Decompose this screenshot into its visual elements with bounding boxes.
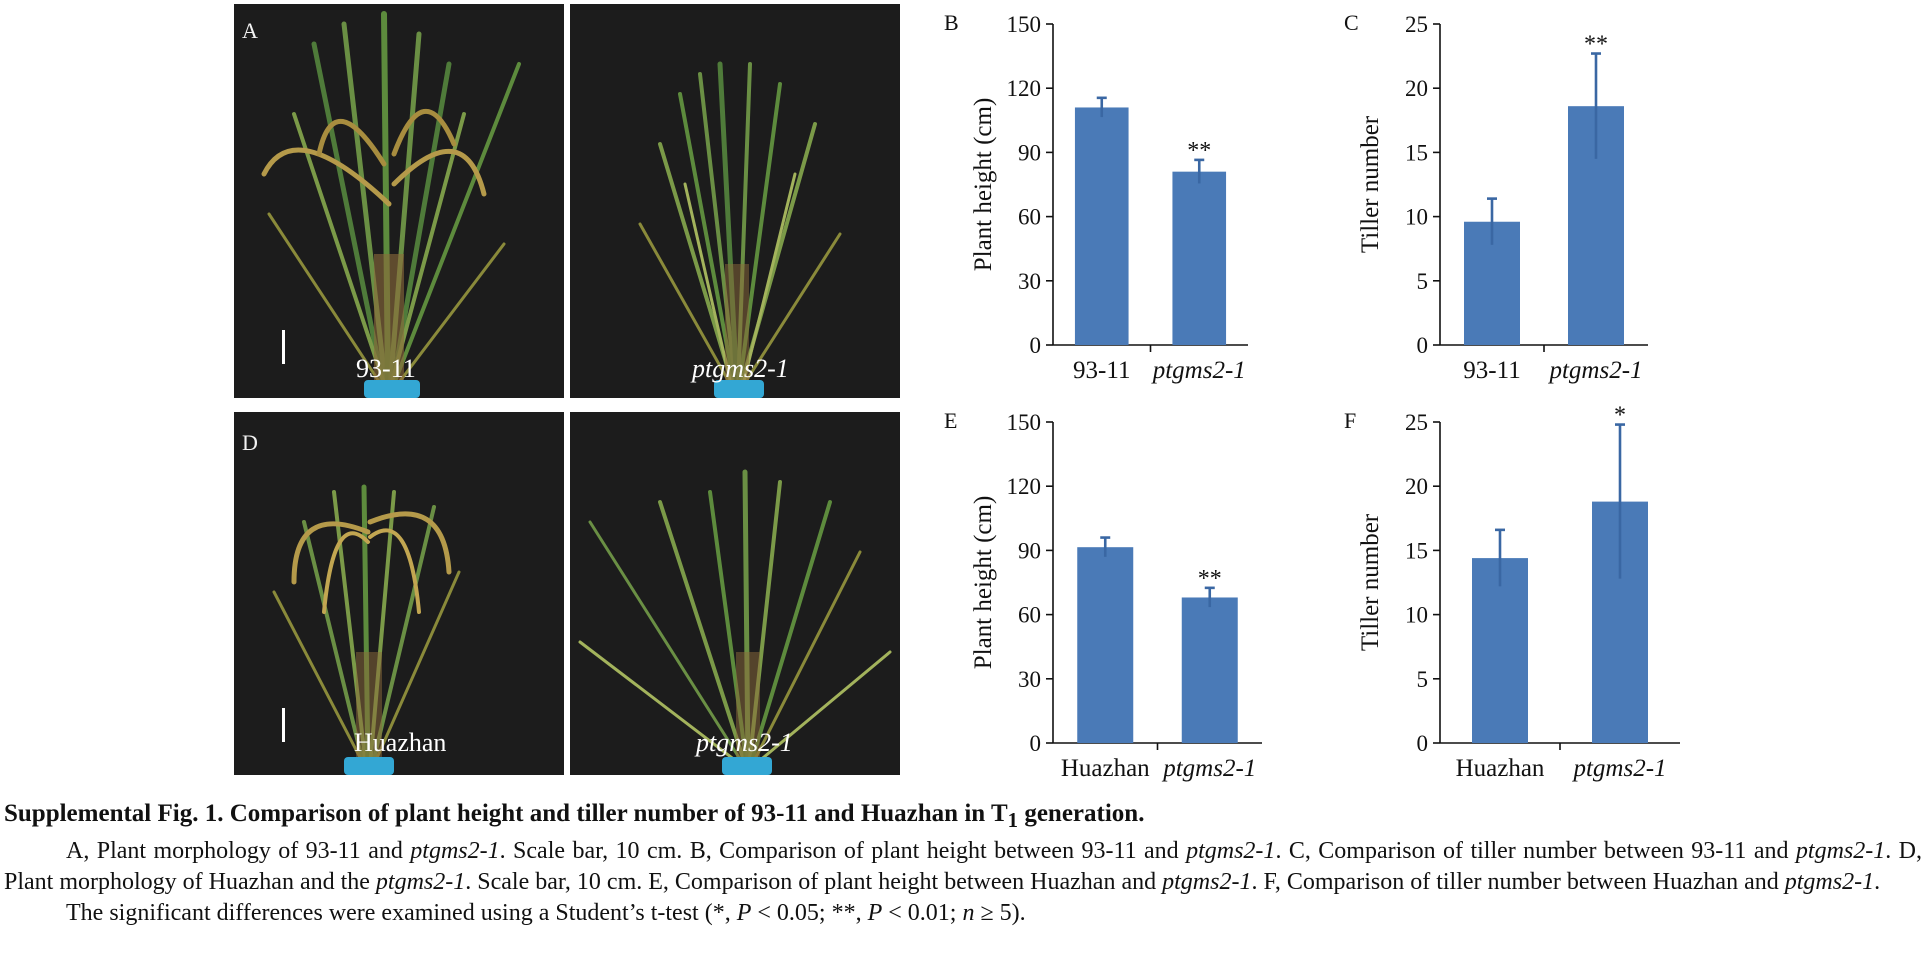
plant-label-huazhan: Huazhan bbox=[354, 728, 447, 757]
y-axis-title: Tiller number bbox=[1357, 115, 1384, 253]
photo-huazhan: D Huazhan bbox=[234, 412, 564, 775]
caption-text-segment: A, Plant morphology of 93-11 and bbox=[66, 838, 411, 864]
panel-label-d: D bbox=[242, 430, 258, 455]
caption-text-segment: P bbox=[736, 900, 752, 926]
significance-marker: ** bbox=[1187, 138, 1211, 164]
y-tick-label: 90 bbox=[1018, 140, 1041, 165]
y-tick-label: 150 bbox=[1007, 12, 1042, 37]
plant-illustration bbox=[272, 484, 461, 775]
y-tick-label: 120 bbox=[1007, 474, 1042, 499]
x-tick-label: ptgms2-1 bbox=[1547, 357, 1642, 384]
plant-label-ptgms2-1: ptgms2-1 bbox=[696, 728, 793, 757]
y-tick-label: 60 bbox=[1018, 603, 1041, 628]
caption-text-segment: ptgms2-1 bbox=[1186, 838, 1276, 864]
caption-text-segment: . bbox=[1874, 869, 1881, 895]
y-tick-label: 5 bbox=[1417, 667, 1429, 692]
y-axis-title: Tiller number bbox=[1357, 513, 1384, 651]
photo-ptgms2-1-a: ptgms2-1 bbox=[570, 4, 900, 398]
y-tick-label: 0 bbox=[1417, 731, 1429, 756]
y-tick-label: 120 bbox=[1007, 76, 1042, 101]
panel-label: F bbox=[1344, 408, 1356, 433]
x-tick-label: ptgms2-1 bbox=[1161, 755, 1256, 782]
chart-c: C 0 5 10 15 20 25 Tiller number 93-11 ** ptgms2-1 bbox=[1344, 10, 1648, 384]
plant-label-ptgms2-1: ptgms2-1 bbox=[692, 354, 789, 383]
caption-text-segment: . Scale bar, 10 cm. B, Comparison of pla… bbox=[499, 838, 1187, 864]
y-axis-title: Plant height (cm) bbox=[970, 98, 997, 272]
y-tick-label: 20 bbox=[1405, 474, 1428, 499]
plant-illustration bbox=[578, 469, 892, 775]
x-tick-label: Huazhan bbox=[1061, 755, 1150, 782]
scale-bar bbox=[282, 330, 285, 364]
bar-ptgms2-1 bbox=[1181, 597, 1238, 743]
chart-e: E 0 30 60 90 120 150 Plant height (cm) Huazhan **… bbox=[944, 408, 1262, 782]
plant-illustration bbox=[638, 61, 842, 398]
y-tick-label: 60 bbox=[1018, 205, 1041, 230]
caption-text-segment: . C, Comparison of tiller number between… bbox=[1275, 838, 1796, 864]
chart-f: F 0 5 10 15 20 25 Tiller number Huazhan * ptgms2-1 bbox=[1344, 403, 1680, 782]
x-tick-label: ptgms2-1 bbox=[1571, 755, 1666, 782]
x-tick-label: Huazhan bbox=[1456, 755, 1545, 782]
caption-text-segment: ptgms2-1 bbox=[1795, 838, 1886, 864]
caption-text-segment: < 0.05; **, bbox=[751, 900, 868, 926]
y-tick-label: 150 bbox=[1007, 410, 1042, 435]
caption-text-segment: P bbox=[867, 900, 883, 926]
caption-text-segment: ptgms2-1 bbox=[410, 838, 500, 864]
x-tick-label: 93-11 bbox=[1463, 357, 1520, 384]
bar-Huazhan bbox=[1472, 558, 1528, 743]
caption-text-segment: ≥ 5). bbox=[974, 900, 1026, 926]
caption-text-segment: ptgms2-1 bbox=[1784, 869, 1875, 895]
panel-label: C bbox=[1344, 10, 1359, 35]
y-tick-label: 0 bbox=[1030, 731, 1042, 756]
panel-label: B bbox=[944, 10, 959, 35]
chart-b: B 0 30 60 90 120 150 Plant height (cm) 93-11 ** pt… bbox=[944, 10, 1248, 384]
caption-paragraph-1: A, Plant morphology of 93-11 and ptgms2-… bbox=[4, 836, 1922, 898]
panel-label-a: A bbox=[242, 18, 258, 43]
plant-label-93-11: 93-11 bbox=[356, 354, 416, 383]
significance-marker: * bbox=[1614, 403, 1626, 429]
panel-label: E bbox=[944, 408, 957, 433]
caption-text-segment: . F, Comparison of tiller number between… bbox=[1251, 869, 1785, 895]
caption-text-segment: . Scale bar, 10 cm. E, Comparison of pla… bbox=[465, 869, 1163, 895]
y-tick-label: 10 bbox=[1405, 205, 1428, 230]
y-tick-label: 15 bbox=[1405, 140, 1428, 165]
y-tick-label: 0 bbox=[1030, 333, 1042, 358]
x-tick-label: 93-11 bbox=[1073, 357, 1130, 384]
significance-marker: ** bbox=[1198, 566, 1222, 592]
y-tick-label: 20 bbox=[1405, 76, 1428, 101]
photo-ptgms2-1-d: ptgms2-1 bbox=[570, 412, 900, 775]
caption-text-segment: ptgms2-1 bbox=[1162, 869, 1252, 895]
y-tick-label: 90 bbox=[1018, 538, 1041, 563]
caption-text-segment: n bbox=[962, 900, 975, 926]
figure-caption: Supplemental Fig. 1. Comparison of plant… bbox=[4, 798, 1922, 929]
y-tick-label: 0 bbox=[1417, 333, 1429, 358]
caption-text-segment: < 0.01; bbox=[882, 900, 963, 926]
caption-text-segment: The significant differences were examine… bbox=[66, 900, 737, 926]
caption-text-segment: ptgms2-1 bbox=[375, 869, 466, 895]
y-tick-label: 25 bbox=[1405, 12, 1428, 37]
scale-bar bbox=[282, 708, 285, 742]
y-axis-title: Plant height (cm) bbox=[970, 496, 997, 670]
y-tick-label: 15 bbox=[1405, 538, 1428, 563]
y-tick-label: 25 bbox=[1405, 410, 1428, 435]
caption-title: Supplemental Fig. 1. Comparison of plant… bbox=[4, 800, 1145, 832]
bar-ptgms2-1 bbox=[1172, 171, 1227, 345]
bar-93-11 bbox=[1074, 107, 1129, 346]
y-tick-label: 30 bbox=[1018, 269, 1041, 294]
caption-text-segment: . D, Plant morphology of Huazhan and the bbox=[4, 838, 1923, 895]
y-tick-label: 10 bbox=[1405, 603, 1428, 628]
bar-Huazhan bbox=[1077, 547, 1134, 743]
y-tick-label: 30 bbox=[1018, 667, 1041, 692]
plant-illustration bbox=[261, 11, 521, 398]
x-tick-label: ptgms2-1 bbox=[1151, 357, 1246, 384]
significance-marker: ** bbox=[1584, 32, 1608, 58]
caption-paragraph-2: The significant differences were examine… bbox=[4, 898, 1922, 929]
y-tick-label: 5 bbox=[1417, 269, 1429, 294]
photo-93-11: A 93-11 bbox=[234, 4, 564, 398]
